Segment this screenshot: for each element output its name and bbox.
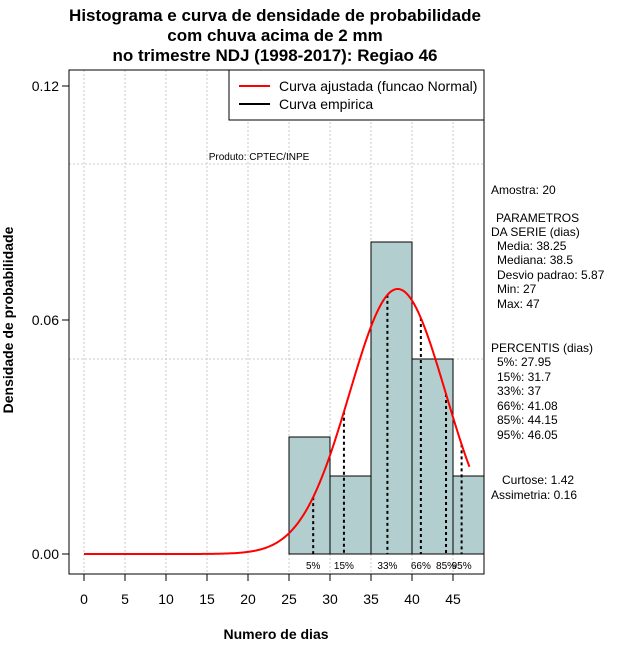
percentile-lines: 5% 15% 33% 66% 85%95%: [306, 294, 472, 572]
x-tick-label: 45: [445, 591, 461, 607]
stat-p66: 66%: 41.08: [497, 399, 558, 413]
histogram-bar: [288, 436, 331, 555]
stat-mean: Media: 38.25: [497, 239, 567, 253]
percentile-label: 85%: [436, 561, 456, 572]
x-tick-label: 5: [121, 591, 129, 607]
stat-min: Min: 27: [497, 282, 537, 296]
y-tick-label: 0.00: [32, 546, 59, 562]
stat-median: Mediana: 38.5: [497, 253, 573, 267]
y-tick-label: 0.12: [32, 78, 59, 94]
stat-max: Max: 47: [497, 297, 540, 311]
chart-title-line-1: Histograma e curva de densidade de proba…: [69, 6, 481, 25]
histogram-bar: [370, 241, 413, 555]
stat-p5: 5%: 27.95: [497, 355, 551, 369]
x-tick-label: 0: [80, 591, 88, 607]
chart-title-line-3: no trimestre NDJ (1998-2017): Regiao 46: [112, 46, 437, 65]
legend: Curva ajustada (funcao Normal) Curva emp…: [228, 69, 485, 121]
x-tick-label: 35: [363, 591, 379, 607]
y-tick-label: 0.06: [32, 312, 59, 328]
histogram-bar: [329, 475, 372, 555]
chart-title-line-2: com chuva acima de 2 mm: [167, 26, 382, 45]
x-tick-label: 25: [281, 591, 297, 607]
y-axis-label: Densidade de probabilidade: [0, 226, 16, 413]
stat-p33: 33%: 37: [497, 384, 541, 398]
x-tick-label: 15: [199, 591, 215, 607]
legend-box: [228, 69, 485, 121]
normal-curve-line: [84, 287, 471, 555]
stat-p95: 95%: 46.05: [497, 428, 558, 442]
percentile-label: 66%: [411, 561, 431, 572]
stat-percentiles-heading: PERCENTIS (dias): [491, 341, 593, 355]
stat-sd: Desvio padrao: 5.87: [497, 268, 605, 282]
stat-params-heading: PARAMETROS: [496, 211, 579, 225]
stat-skewness: Assimetria: 0.16: [491, 488, 577, 502]
x-axis-label: Numero de dias: [223, 626, 328, 642]
stat-p15: 15%: 31.7: [497, 370, 551, 384]
percentile-label: 33%: [377, 561, 397, 572]
y-axis: 0.00 0.06 0.12: [32, 78, 70, 562]
statistics-panel: Amostra: 20 PARAMETROS DA SERIE (dias) M…: [491, 183, 605, 502]
stat-p85: 85%: 44.15: [497, 413, 558, 427]
histogram-bar: [452, 475, 485, 555]
stat-params-heading-2: DA SERIE (dias): [491, 225, 580, 239]
legend-normal-label: Curva ajustada (funcao Normal): [279, 78, 477, 94]
x-tick-label: 10: [158, 591, 174, 607]
histogram-bars: [288, 241, 485, 555]
x-axis: 0 5 10 15 20 25 30 35 40 45: [80, 573, 461, 607]
x-tick-label: 30: [322, 591, 338, 607]
percentile-label: 15%: [334, 561, 354, 572]
x-tick-label: 20: [240, 591, 256, 607]
product-annotation: Produto: CPTEC/INPE: [209, 152, 310, 163]
percentile-label: 5%: [306, 561, 321, 572]
stat-sample: Amostra: 20: [491, 183, 556, 197]
legend-empirical-label: Curva empirica: [279, 96, 373, 112]
percentile-label: 95%: [452, 561, 472, 572]
stat-kurtosis: Curtose: 1.42: [502, 473, 574, 487]
x-tick-label: 40: [404, 591, 420, 607]
